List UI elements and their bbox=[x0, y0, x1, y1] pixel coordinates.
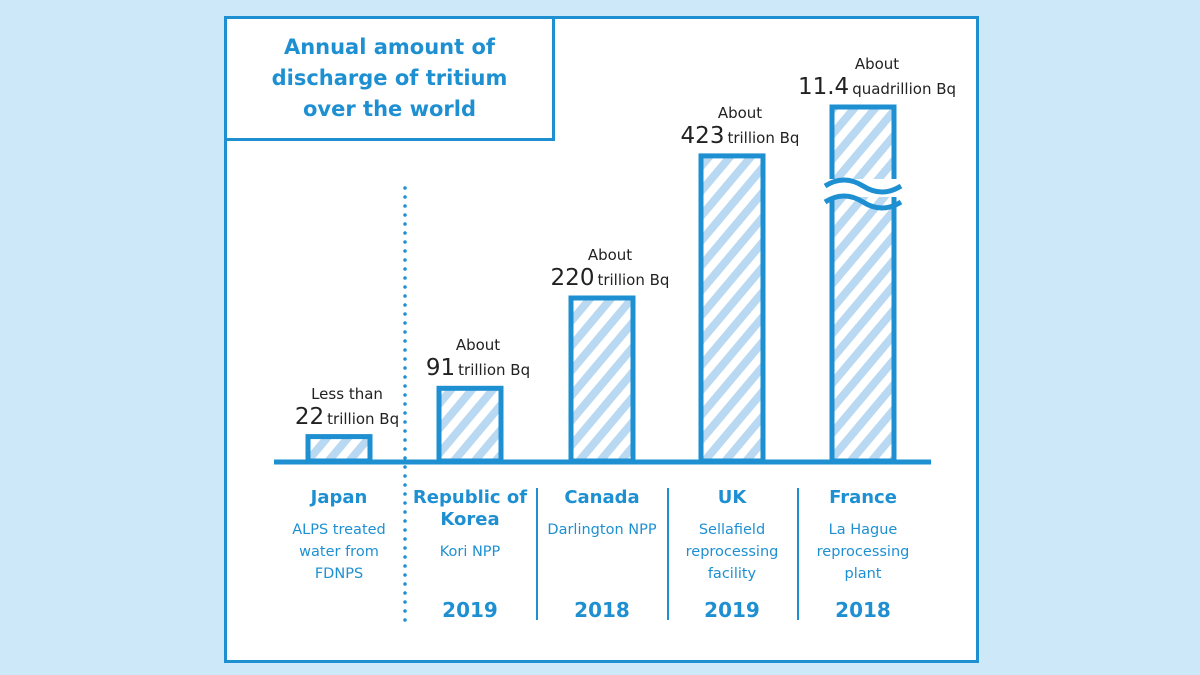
data-label: About 423 trillion Bq bbox=[640, 104, 840, 150]
bar-france bbox=[829, 104, 897, 464]
data-label-number: 11.4 bbox=[797, 74, 850, 100]
category-label: France La Hague reprocessing plant 2018 bbox=[799, 487, 927, 622]
country-name: UK bbox=[717, 487, 747, 508]
country-name: Canada bbox=[564, 487, 640, 508]
data-label-number: 91 bbox=[425, 355, 456, 382]
data-label: About 91 trillion Bq bbox=[378, 336, 578, 382]
data-label-prefix: About bbox=[455, 336, 501, 355]
bar-uk bbox=[698, 153, 766, 464]
data-label: About 220 trillion Bq bbox=[510, 246, 710, 292]
chart-title: Annual amount of discharge of tritium ov… bbox=[271, 35, 508, 121]
bar-canada bbox=[568, 295, 636, 464]
data-label-unit: quadrillion Bq bbox=[852, 80, 957, 98]
country-name: Japan bbox=[310, 487, 368, 508]
facility-name: Darlington NPP bbox=[547, 522, 657, 538]
year-label: 2019 bbox=[442, 598, 498, 622]
data-label-prefix: About bbox=[854, 55, 900, 73]
chart-title-box: Annual amount of discharge of tritium ov… bbox=[224, 16, 555, 141]
category-label: Republic of Korea Kori NPP 2019 bbox=[406, 487, 534, 622]
data-label-number: 423 bbox=[680, 122, 725, 149]
bar-republic-of-korea bbox=[436, 385, 504, 464]
bar-japan bbox=[305, 434, 373, 464]
country-name: Republic of Korea bbox=[412, 487, 528, 530]
data-label-prefix: About bbox=[717, 103, 763, 122]
data-label-prefix: Less than bbox=[311, 384, 383, 403]
facility-name: Sellafield reprocessing facility bbox=[685, 522, 779, 582]
category-label: Japan ALPS treated water from FDNPS bbox=[275, 487, 403, 622]
data-label: About 11.4 quadrillion Bq bbox=[777, 55, 977, 101]
category-label: UK Sellafield reprocessing facility 2019 bbox=[668, 487, 796, 622]
data-label: Less than 22 trillion Bq bbox=[247, 385, 447, 431]
year-label: 2018 bbox=[835, 598, 891, 622]
category-label: Canada Darlington NPP 2018 bbox=[538, 487, 666, 622]
bar-break-line bbox=[823, 193, 903, 211]
data-label-unit: trillion Bq bbox=[727, 128, 800, 147]
data-label-unit: trillion Bq bbox=[458, 361, 531, 380]
data-label-unit: trillion Bq bbox=[597, 271, 670, 289]
year-label: 2019 bbox=[704, 598, 760, 622]
data-label-number: 220 bbox=[550, 265, 595, 291]
year-label: 2018 bbox=[574, 598, 630, 622]
facility-name: ALPS treated water from FDNPS bbox=[292, 522, 386, 582]
facility-name: Kori NPP bbox=[439, 544, 501, 560]
data-label-prefix: About bbox=[587, 246, 633, 264]
data-label-unit: trillion Bq bbox=[327, 409, 400, 428]
bar-break-line bbox=[823, 177, 903, 195]
country-name: France bbox=[829, 487, 897, 508]
facility-name: La Hague reprocessing plant bbox=[816, 522, 910, 582]
data-label-number: 22 bbox=[294, 403, 325, 430]
